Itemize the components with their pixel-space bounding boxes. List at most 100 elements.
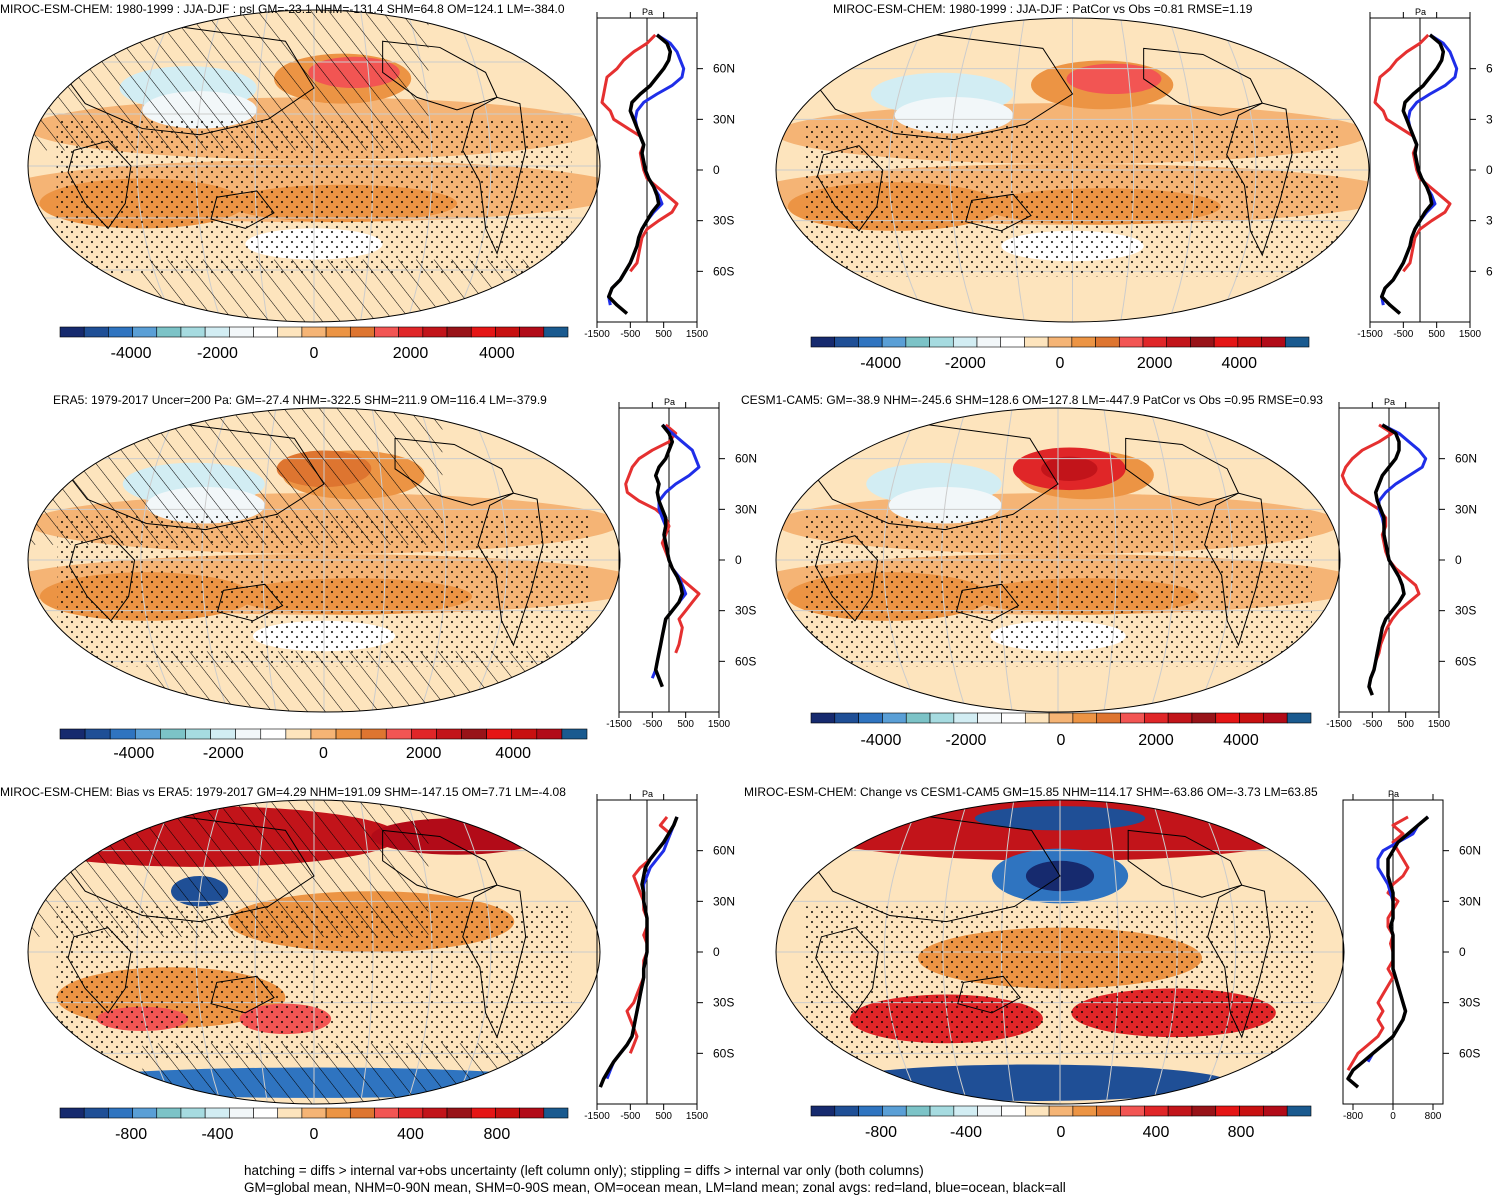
panel-5-colorbar-bin xyxy=(470,1107,496,1119)
panel-2-colorbar-label: -4000 xyxy=(860,355,901,372)
panel-2: Pa -1500 -500 500 1500 6 3 0 3 6 -4000 -2000 0 2000 40… xyxy=(775,7,1493,372)
panel-3-lat-tick-label: 0 xyxy=(735,553,742,567)
panel-4-colorbar-bin xyxy=(953,712,978,724)
panel-3-zonal-plot: Pa -1500 -500 500 1500 60N 30N 0 30S 60S xyxy=(606,397,757,730)
panel-5-map-border xyxy=(27,799,601,1105)
panel-1-x-tick-label: -500 xyxy=(620,329,640,340)
panel-6-colorbar-bin xyxy=(977,1105,1002,1117)
panel-6-series-land xyxy=(1346,815,1410,1071)
panel-3-colorbar-bin xyxy=(160,728,186,740)
panel-2-lat-tick-label: 6 xyxy=(1486,62,1493,76)
panel-2-coastline xyxy=(1143,47,1263,116)
panel-2-colorbar-bin xyxy=(905,336,930,348)
panel-5-lat-tick-label: 0 xyxy=(713,945,720,959)
panel-3-lat-tick-label: 60S xyxy=(735,654,756,668)
panel-2-zonal-plot: Pa -1500 -500 500 1500 6 3 0 3 6 xyxy=(1357,7,1493,340)
panel-3-colorbar-bin xyxy=(486,728,513,740)
panel-3-lat-tick-label: 30N xyxy=(735,502,757,516)
panel-6-colorbar-label: -800 xyxy=(865,1124,897,1141)
panel-5-colorbar-bin xyxy=(519,1107,545,1119)
panel-2-title: MIROC-ESM-CHEM: 1980-1999 : JJA-DJF : Pa… xyxy=(833,2,1253,16)
panel-6-colorbar-bin xyxy=(929,1105,955,1117)
panel-6-lat-tick-label: 0 xyxy=(1459,945,1466,959)
panel-1-colorbar-bin xyxy=(325,326,351,338)
panel-6-title: MIROC-ESM-CHEM: Change vs CESM1-CAM5 GM=… xyxy=(744,785,1318,799)
panel-3-colorbar-bin xyxy=(461,728,487,740)
panel-4-colorbar-bin xyxy=(905,712,931,724)
panel-1-colorbar-bin xyxy=(229,326,254,338)
panel-4-colorbar-bin xyxy=(1167,712,1193,724)
panel-5-colorbar-label: -400 xyxy=(201,1126,233,1143)
panel-3-colorbar-bin xyxy=(185,728,211,740)
panel-5-title: MIROC-ESM-CHEM: Bias vs ERA5: 1979-2017 … xyxy=(0,785,566,799)
panel-6-colorbar-bin xyxy=(882,1105,907,1117)
panel-4-colorbar-bin xyxy=(882,712,907,724)
panel-4-colorbar-label: 0 xyxy=(1057,732,1066,749)
panel-2-colorbar-label: -2000 xyxy=(945,355,986,372)
panel-1-colorbar: -4000 -2000 0 2000 4000 xyxy=(59,326,569,362)
panel-1-colorbar-label: 0 xyxy=(310,345,319,362)
panel-3-x-tick-label: -500 xyxy=(642,719,662,730)
panel-5-series-all xyxy=(598,816,679,1088)
panel-6-colorbar-label: 800 xyxy=(1228,1124,1255,1141)
panel-3-colorbar-bin xyxy=(561,728,588,740)
panel-5-series-ocean xyxy=(605,816,679,1080)
panel-1-colorbar-bin xyxy=(422,326,448,338)
panel-4-lat-tick-label: 60S xyxy=(1455,654,1476,668)
panel-1-colorbar-bin xyxy=(277,326,303,338)
panel-1-title: MIROC-ESM-CHEM: 1980-1999 : JJA-DJF : ps… xyxy=(0,2,565,16)
panel-6-zonal-plot: Pa -800 0 800 60N 30N 0 30S 60S xyxy=(1342,789,1481,1122)
panel-1-lat-tick-label: 60S xyxy=(713,264,734,278)
panel-5-colorbar-label: 400 xyxy=(397,1126,424,1143)
panel-3-colorbar-bin xyxy=(360,728,387,740)
panel-2-colorbar-bin xyxy=(1024,336,1049,348)
panel-1-colorbar-bin xyxy=(301,326,327,338)
panel-4-colorbar-bin xyxy=(1096,712,1121,724)
panel-2-unit-label: Pa xyxy=(1415,7,1426,17)
panel-2-x-tick-label: -500 xyxy=(1393,329,1413,340)
panel-2-colorbar-label: 0 xyxy=(1056,355,1065,372)
panel-6-unit-label: Pa xyxy=(1388,789,1399,799)
panel-4-x-tick-label: -500 xyxy=(1362,719,1382,730)
panel-3-colorbar-label: 4000 xyxy=(495,745,531,762)
panel-3-colorbar-bin xyxy=(511,728,538,740)
panel-4-colorbar-bin xyxy=(1120,712,1145,724)
panel-6-colorbar-bin xyxy=(1167,1105,1193,1117)
panel-1-colorbar-bin xyxy=(543,326,569,338)
panel-4-colorbar-bin xyxy=(1191,712,1217,724)
panel-3-colorbar-bin xyxy=(536,728,563,740)
panel-1-map-border xyxy=(27,9,601,323)
panel-3-x-tick-label: 500 xyxy=(677,719,694,730)
panel-5-x-tick-label: -1500 xyxy=(584,1111,610,1122)
panel-5-hatching xyxy=(28,800,429,937)
panel-3-colorbar-bin xyxy=(84,728,111,740)
panel-1-unit-label: Pa xyxy=(642,7,653,17)
panel-6-colorbar-bin xyxy=(1001,1105,1026,1117)
panel-4-unit-label: Pa xyxy=(1384,397,1395,407)
panel-4-lat-tick-label: 30S xyxy=(1455,604,1476,618)
panel-4-series-all xyxy=(1367,423,1406,696)
panel-6-colorbar-bin xyxy=(834,1105,859,1117)
panel-4-map xyxy=(776,408,1340,712)
panel-3-colorbar-bin xyxy=(210,728,236,740)
panel-1-x-tick-label: 500 xyxy=(655,329,672,340)
panel-3-colorbar-label: -4000 xyxy=(113,745,154,762)
panel-6-colorbar-bin xyxy=(1263,1105,1288,1117)
panel-4-x-tick-label: 500 xyxy=(1397,719,1414,730)
panel-1-lat-tick-label: 30N xyxy=(713,112,735,126)
panel-4-stippling xyxy=(804,514,1312,667)
panel-5-colorbar-bin xyxy=(543,1107,569,1119)
panel-1-colorbar-label: 4000 xyxy=(479,345,515,362)
panel-3-colorbar-bin xyxy=(134,728,161,740)
panel-5-colorbar-label: 0 xyxy=(310,1126,319,1143)
panel-6-colorbar-bin xyxy=(1120,1105,1145,1117)
panel-1-x-tick-label: -1500 xyxy=(584,329,610,340)
panel-6-colorbar-bin xyxy=(1048,1105,1074,1117)
panel-3-hatching xyxy=(146,651,620,712)
panel-5-colorbar-bin xyxy=(446,1107,472,1119)
panel-2-colorbar-bin xyxy=(810,336,836,348)
panel-1-colorbar-bin xyxy=(156,326,182,338)
figure-footer: hatching = diffs > internal var+obs unce… xyxy=(244,1162,1066,1196)
panel-1-colorbar-bin xyxy=(180,326,206,338)
